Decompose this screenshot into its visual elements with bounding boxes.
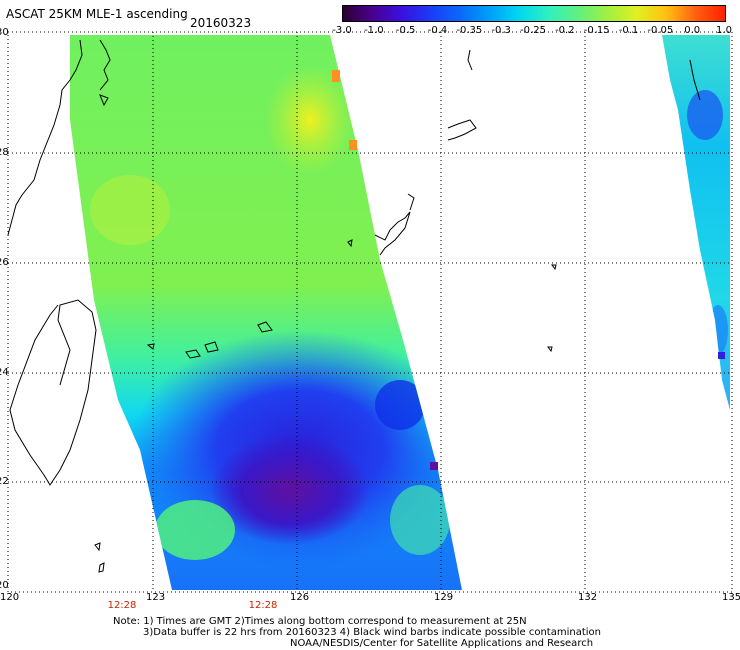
color-scale-tick-label: -0.5 (395, 25, 416, 36)
color-scale-tick-label: -1.0 (364, 25, 384, 36)
lon-label: 132 (578, 592, 598, 603)
lon-label: 129 (434, 592, 454, 603)
footnote-credit: NOAA/NESDIS/Center for Satellite Applica… (290, 638, 594, 649)
lon-label: 120 (0, 592, 20, 603)
color-scale-tick-label: -0.2 (555, 25, 575, 36)
lat-lon-grid (8, 32, 732, 592)
color-scale-tick-label: 1.0 (716, 25, 732, 36)
lon-label: 126 (290, 592, 310, 603)
color-scale-tick-label: -0.1 (618, 25, 639, 36)
color-scale-tick-label: -0.3 (491, 25, 511, 36)
footnote-line-2: 3)Data buffer is 22 hrs from 20160323 4)… (143, 627, 601, 638)
product-date: 20160323 (190, 16, 252, 30)
footnote-line-1: Note: 1) Times are GMT 2)Times along bot… (113, 616, 527, 627)
lat-label: 30 (0, 27, 9, 38)
lat-label: 20 (0, 580, 9, 591)
lat-label: 26 (0, 257, 9, 268)
lat-label: 28 (0, 147, 9, 158)
lon-label: 123 (146, 592, 166, 603)
color-scale-tick-label: -3.0 (332, 25, 352, 36)
lat-label: 24 (0, 367, 9, 378)
coastlines (7, 39, 701, 573)
product-title: ASCAT 25KM MLE-1 ascending (6, 7, 188, 21)
left-swath (70, 35, 462, 590)
pass-time-label: 12:28 (107, 600, 137, 611)
color-scale-tick-label: -0.4 (427, 25, 448, 36)
color-scale-tick-label: -0.35 (456, 25, 483, 36)
lon-label: 135 (722, 592, 740, 603)
color-scale-tick-label: -0.25 (520, 25, 546, 36)
color-scale-tick-label: -0.05 (647, 25, 674, 36)
pass-time-label: 12:28 (248, 600, 278, 611)
lat-label: 22 (0, 476, 9, 487)
color-scale-tick-label: -0.15 (583, 25, 610, 36)
color-scale-tick-label: 0.0 (684, 25, 701, 36)
color-scale-bar (342, 5, 726, 22)
